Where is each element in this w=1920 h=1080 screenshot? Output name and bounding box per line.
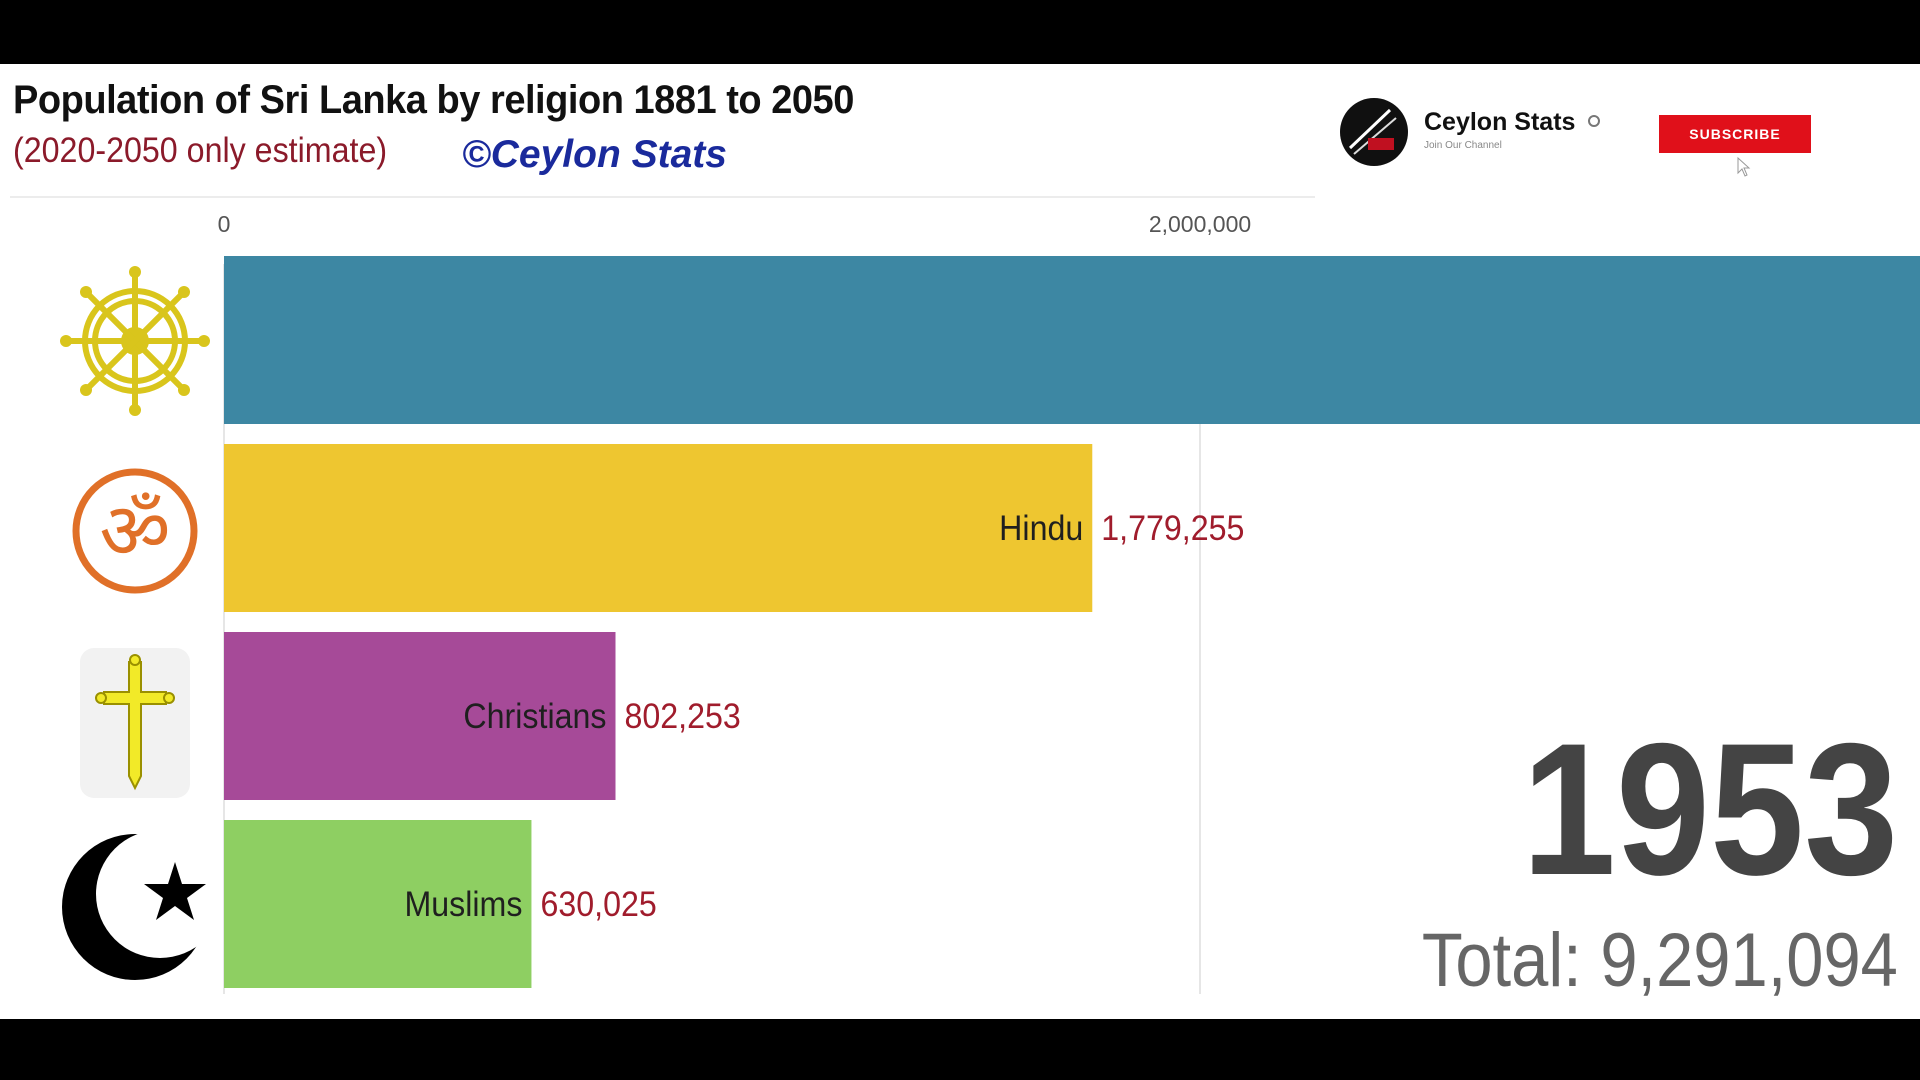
- chart-frame: Population of Sri Lanka by religion 1881…: [0, 64, 1920, 1019]
- year-label: 1953: [1521, 704, 1898, 914]
- cross-icon: [80, 648, 190, 803]
- bar-value-label: 1,779,255: [1101, 510, 1244, 549]
- verified-icon: [1588, 115, 1600, 127]
- cursor-icon: [1737, 156, 1751, 177]
- dharma-wheel-icon: [60, 266, 210, 421]
- bar-category-label: Muslims: [404, 886, 522, 925]
- channel-tagline: Join Our Channel: [1424, 140, 1502, 151]
- channel-badge[interactable]: Ceylon Stats Join Our Channel: [1340, 98, 1760, 168]
- channel-logo-icon[interactable]: [1340, 98, 1408, 166]
- brand-watermark: ©Ceylon Stats: [462, 133, 727, 176]
- header-divider: [10, 196, 1315, 198]
- bar: [224, 444, 1093, 612]
- channel-name[interactable]: Ceylon Stats: [1424, 108, 1576, 136]
- svg-text:ॐ: ॐ: [99, 487, 170, 577]
- bar: [224, 820, 532, 988]
- x-tick-label: 2,000,000: [1149, 211, 1251, 237]
- subscribe-button[interactable]: SUBSCRIBE: [1659, 115, 1811, 153]
- om-icon: ॐ: [70, 466, 200, 601]
- bar: [224, 256, 1920, 424]
- chart-title: Population of Sri Lanka by religion 1881…: [13, 78, 854, 122]
- bar-category-label: Hindu: [999, 510, 1083, 549]
- bar-chart: 02,000,0004,000,0006,000,000Buddhist6,07…: [218, 211, 1920, 994]
- total-label: Total: 9,291,094: [1422, 918, 1898, 1003]
- bar-category-label: Christians: [463, 698, 606, 737]
- x-tick-label: 0: [218, 211, 231, 237]
- chart-subtitle: (2020-2050 only estimate): [13, 131, 388, 170]
- crescent-star-icon: [60, 830, 224, 987]
- bar-value-label: 802,253: [624, 698, 740, 737]
- bar: [224, 632, 616, 800]
- bar-value-label: 630,025: [540, 886, 656, 925]
